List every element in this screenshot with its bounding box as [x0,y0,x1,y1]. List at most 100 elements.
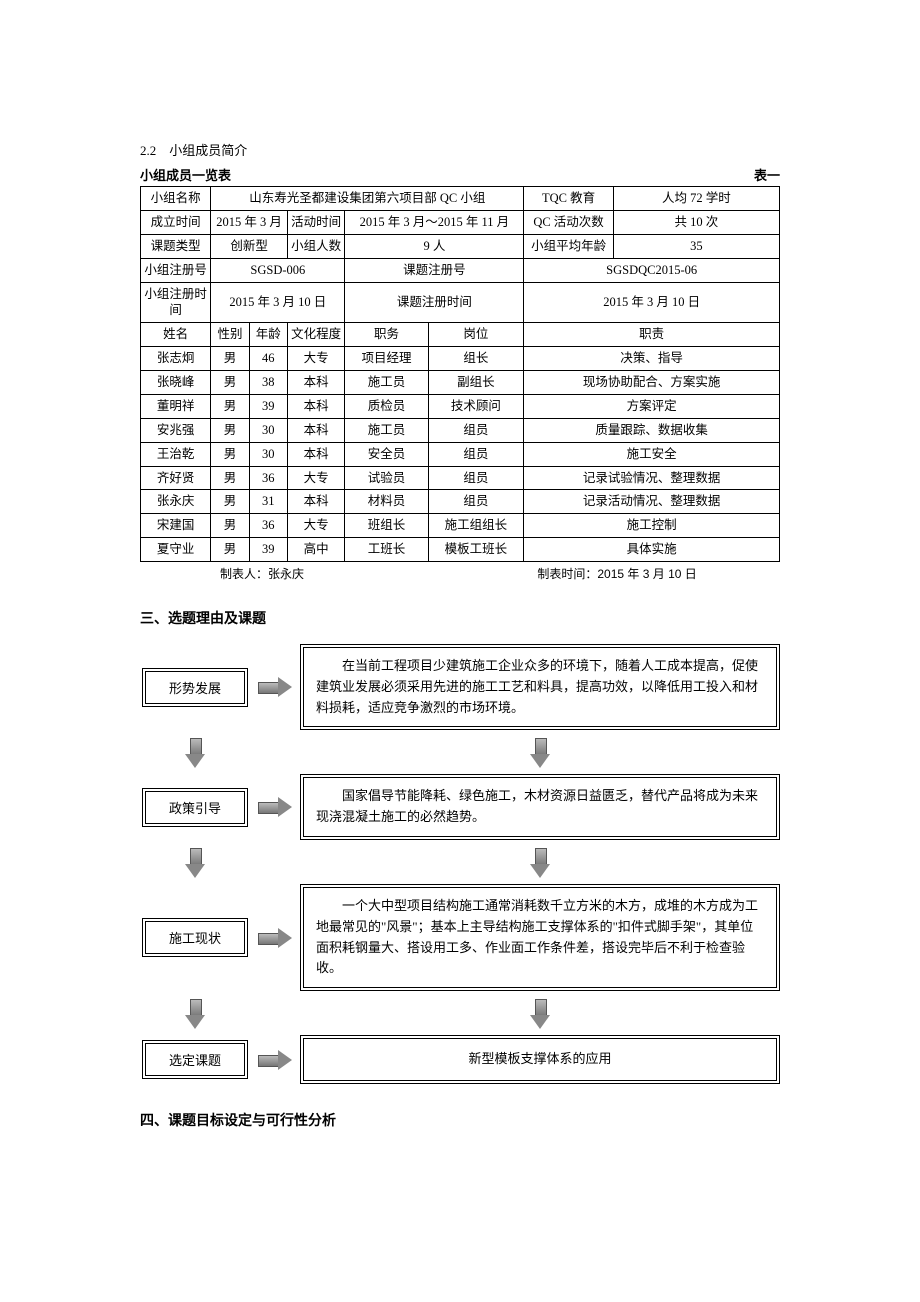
table-author: 制表人：张永庆 [220,565,304,582]
cell-label: 小组注册时间 [141,282,211,323]
cell-value: 男 [211,394,249,418]
cell-value: 质检员 [345,394,428,418]
cell-value: 男 [211,347,249,371]
col-header: 年龄 [249,323,287,347]
arrow-down-icon [186,738,204,768]
cell-value: 具体实施 [524,538,780,562]
cell-value: 2015 年 3 月 [211,210,288,234]
table-row: 宋建国男36大专班组长施工组组长施工控制 [141,514,780,538]
table-row: 齐好贤男36大专试验员组员记录试验情况、整理数据 [141,466,780,490]
cell-value: 男 [211,514,249,538]
member-table: 小组名称 山东寿光圣都建设集团第六项目部 QC 小组 TQC 教育 人均 72 … [140,186,780,562]
table-row: 王治乾男30本科安全员组员施工安全 [141,442,780,466]
document-page: 2.2 小组成员简介 小组成员一览表 表一 小组名称 山东寿光圣都建设集团第六项… [70,0,850,1206]
arrow-down-icon [186,999,204,1029]
table-row: 安兆强男30本科施工员组员质量跟踪、数据收集 [141,418,780,442]
cell-value: 38 [249,371,287,395]
cell-value: 2015 年 3 月～2015 年 11 月 [345,210,524,234]
table-caption-right: 表一 [754,165,780,184]
table-row: 夏守业男39高中工班长模板工班长具体实施 [141,538,780,562]
cell-value: 男 [211,466,249,490]
flowchart: 形势发展在当前工程项目少建筑施工企业众多的环境下，随着人工成本提高，促使建筑业发… [140,644,780,1084]
cell-value: 39 [249,538,287,562]
cell-value: 方案评定 [524,394,780,418]
table-row: 小组注册号 SGSD-006 课题注册号 SGSDQC2015-06 [141,258,780,282]
flow-label-box: 选定课题 [142,1040,248,1079]
cell-label: 成立时间 [141,210,211,234]
cell-value: 质量跟踪、数据收集 [524,418,780,442]
cell-value: 施工控制 [524,514,780,538]
cell-value: SGSD-006 [211,258,345,282]
cell-value: 项目经理 [345,347,428,371]
table-caption-left: 小组成员一览表 [140,165,231,184]
flow-row: 形势发展在当前工程项目少建筑施工企业众多的环境下，随着人工成本提高，促使建筑业发… [140,644,780,730]
flow-desc-box: 国家倡导节能降耗、绿色施工，木材资源日益匮乏，替代产品将成为未来现浇混凝土施工的… [300,774,780,840]
flow-down-row [140,848,780,878]
flow-down-row [140,738,780,768]
cell-value: 山东寿光圣都建设集团第六项目部 QC 小组 [211,187,524,211]
cell-value: 人均 72 学时 [613,187,779,211]
cell-value: 模板工班长 [428,538,524,562]
col-header: 性别 [211,323,249,347]
cell-value: 男 [211,538,249,562]
cell-value: 施工员 [345,418,428,442]
table-caption: 小组成员一览表 表一 [140,165,780,184]
cell-value: SGSDQC2015-06 [524,258,780,282]
cell-value: 安兆强 [141,418,211,442]
cell-value: 张晓峰 [141,371,211,395]
flow-down-row [140,999,780,1029]
cell-label: 课题注册号 [345,258,524,282]
cell-value: 施工安全 [524,442,780,466]
cell-label: 小组名称 [141,187,211,211]
cell-value: 张志炯 [141,347,211,371]
cell-value: 30 [249,418,287,442]
cell-value: 本科 [287,394,345,418]
cell-value: 技术顾问 [428,394,524,418]
arrow-right-icon [258,798,292,816]
cell-value: 宋建国 [141,514,211,538]
cell-value: 记录试验情况、整理数据 [524,466,780,490]
flow-desc-box: 一个大中型项目结构施工通常消耗数千立方米的木方，成堆的木方成为工地最常见的"风景… [300,884,780,991]
cell-value: 36 [249,514,287,538]
cell-value: 创新型 [211,234,288,258]
col-header: 职务 [345,323,428,347]
table-row: 董明祥男39本科质检员技术顾问方案评定 [141,394,780,418]
cell-value: 男 [211,371,249,395]
cell-label: 小组注册号 [141,258,211,282]
flow-row: 选定课题 新型模板支撑体系的应用 [140,1035,780,1084]
cell-value: 组员 [428,490,524,514]
section-2-2-heading: 2.2 小组成员简介 [140,140,780,159]
col-header: 姓名 [141,323,211,347]
cell-value: 施工组组长 [428,514,524,538]
cell-value: 35 [613,234,779,258]
cell-label: 活动时间 [287,210,345,234]
cell-value: 本科 [287,442,345,466]
flow-row: 政策引导国家倡导节能降耗、绿色施工，木材资源日益匮乏，替代产品将成为未来现浇混凝… [140,774,780,840]
cell-value: 男 [211,418,249,442]
cell-value: 组员 [428,442,524,466]
cell-value: 30 [249,442,287,466]
arrow-down-icon [531,999,549,1029]
flow-label-box: 施工现状 [142,918,248,957]
table-footer: 制表人：张永庆 制表时间：2015 年 3 月 10 日 [140,565,780,582]
flow-desc-box: 新型模板支撑体系的应用 [300,1035,780,1084]
cell-value: 31 [249,490,287,514]
table-date: 制表时间：2015 年 3 月 10 日 [537,565,696,582]
cell-value: 施工员 [345,371,428,395]
cell-value: 2015 年 3 月 10 日 [524,282,780,323]
cell-label: TQC 教育 [524,187,613,211]
cell-label: 小组平均年龄 [524,234,613,258]
cell-value: 记录活动情况、整理数据 [524,490,780,514]
table-row: 小组名称 山东寿光圣都建设集团第六项目部 QC 小组 TQC 教育 人均 72 … [141,187,780,211]
arrow-down-icon [186,848,204,878]
cell-value: 本科 [287,371,345,395]
table-row: 课题类型 创新型 小组人数 9 人 小组平均年龄 35 [141,234,780,258]
cell-value: 男 [211,442,249,466]
arrow-right-icon [258,678,292,696]
cell-value: 张永庆 [141,490,211,514]
cell-value: 大专 [287,514,345,538]
section-4-heading: 四、课题目标设定与可行性分析 [140,1110,780,1130]
cell-value: 安全员 [345,442,428,466]
table-row: 张志炯男46大专项目经理组长决策、指导 [141,347,780,371]
cell-value: 大专 [287,466,345,490]
